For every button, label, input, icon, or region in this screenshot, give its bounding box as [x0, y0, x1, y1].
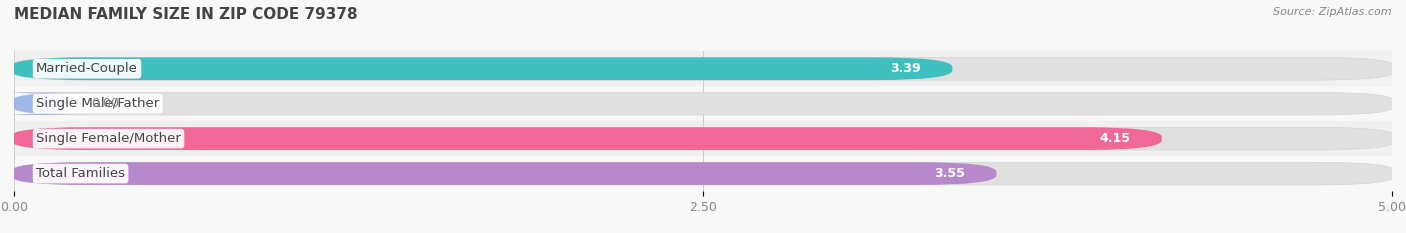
FancyBboxPatch shape [10, 127, 1161, 150]
Bar [14, 86, 1392, 121]
FancyBboxPatch shape [10, 92, 1396, 115]
Text: 0.00: 0.00 [91, 97, 120, 110]
FancyBboxPatch shape [10, 127, 1396, 150]
Bar [14, 156, 1392, 191]
Text: Single Female/Mother: Single Female/Mother [37, 132, 181, 145]
Text: MEDIAN FAMILY SIZE IN ZIP CODE 79378: MEDIAN FAMILY SIZE IN ZIP CODE 79378 [14, 7, 357, 22]
FancyBboxPatch shape [10, 162, 997, 185]
Text: Single Male/Father: Single Male/Father [37, 97, 159, 110]
FancyBboxPatch shape [10, 57, 952, 80]
Text: 4.15: 4.15 [1099, 132, 1130, 145]
FancyBboxPatch shape [10, 57, 1396, 80]
Text: Source: ZipAtlas.com: Source: ZipAtlas.com [1274, 7, 1392, 17]
Bar [14, 51, 1392, 86]
Text: 3.39: 3.39 [890, 62, 921, 75]
FancyBboxPatch shape [10, 162, 1396, 185]
Text: 3.55: 3.55 [934, 167, 965, 180]
Bar [14, 121, 1392, 156]
Text: Total Families: Total Families [37, 167, 125, 180]
Text: Married-Couple: Married-Couple [37, 62, 138, 75]
FancyBboxPatch shape [0, 92, 87, 115]
